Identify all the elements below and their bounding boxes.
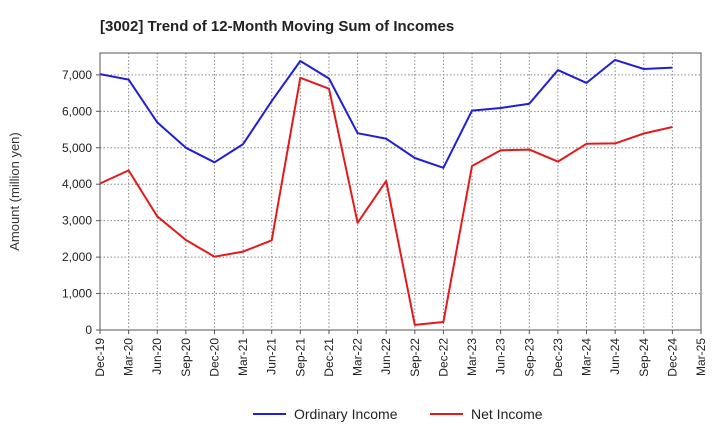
legend: Ordinary Income Net Income xyxy=(253,406,543,422)
series-lines xyxy=(99,58,673,326)
y-tick-label: 5,000 xyxy=(62,141,92,155)
x-tick-label: Dec-20 xyxy=(207,338,221,377)
chart-title: [3002] Trend of 12-Month Moving Sum of I… xyxy=(100,18,454,35)
x-tick-label: Mar-21 xyxy=(236,338,250,376)
legend-label-net-income: Net Income xyxy=(471,406,543,422)
y-tick-label: 4,000 xyxy=(62,177,92,191)
y-tick-label: 0 xyxy=(85,323,92,337)
x-tick-label: Sep-23 xyxy=(522,338,536,377)
y-tick-label: 6,000 xyxy=(62,104,92,118)
y-tick-label: 7,000 xyxy=(62,68,92,82)
y-axis-label: Amount (million yen) xyxy=(7,132,22,251)
grid-lines xyxy=(100,53,701,330)
y-tick-label: 3,000 xyxy=(62,214,92,228)
x-axis-ticks: Dec-19 Mar-20 Jun-20 Sep-20 Dec-20 Mar-21 Jun-… xyxy=(93,330,708,377)
x-tick-label: Jun-24 xyxy=(608,338,622,375)
x-tick-label: Mar-25 xyxy=(694,338,708,376)
ordinary-income-line xyxy=(99,58,673,169)
legend-label-ordinary-income: Ordinary Income xyxy=(294,406,398,422)
y-tick-label: 1,000 xyxy=(62,287,92,301)
y-axis-ticks: 0 1,000 2,000 3,000 4,000 5,000 6,000 7,000 xyxy=(62,68,100,337)
x-tick-label: Sep-20 xyxy=(179,338,193,377)
x-tick-label: Jun-20 xyxy=(150,338,164,375)
x-tick-label: Sep-22 xyxy=(408,338,422,377)
x-tick-label: Dec-23 xyxy=(551,338,565,377)
x-tick-label: Mar-24 xyxy=(580,338,594,376)
x-tick-label: Mar-23 xyxy=(465,338,479,376)
x-tick-label: Jun-22 xyxy=(379,338,393,375)
x-tick-label: Sep-24 xyxy=(637,338,651,377)
plot-frame xyxy=(99,52,702,331)
x-tick-label: Dec-19 xyxy=(93,338,107,377)
x-tick-label: Dec-24 xyxy=(665,338,679,377)
x-tick-label: Sep-21 xyxy=(293,338,307,377)
net-income-line xyxy=(99,76,673,326)
y-tick-label: 2,000 xyxy=(62,250,92,264)
x-tick-label: Jun-23 xyxy=(494,338,508,375)
x-tick-label: Dec-22 xyxy=(436,338,450,377)
x-tick-label: Mar-22 xyxy=(351,338,365,376)
x-tick-label: Jun-21 xyxy=(265,338,279,375)
x-tick-label: Dec-21 xyxy=(322,338,336,377)
x-tick-label: Mar-20 xyxy=(122,338,136,376)
